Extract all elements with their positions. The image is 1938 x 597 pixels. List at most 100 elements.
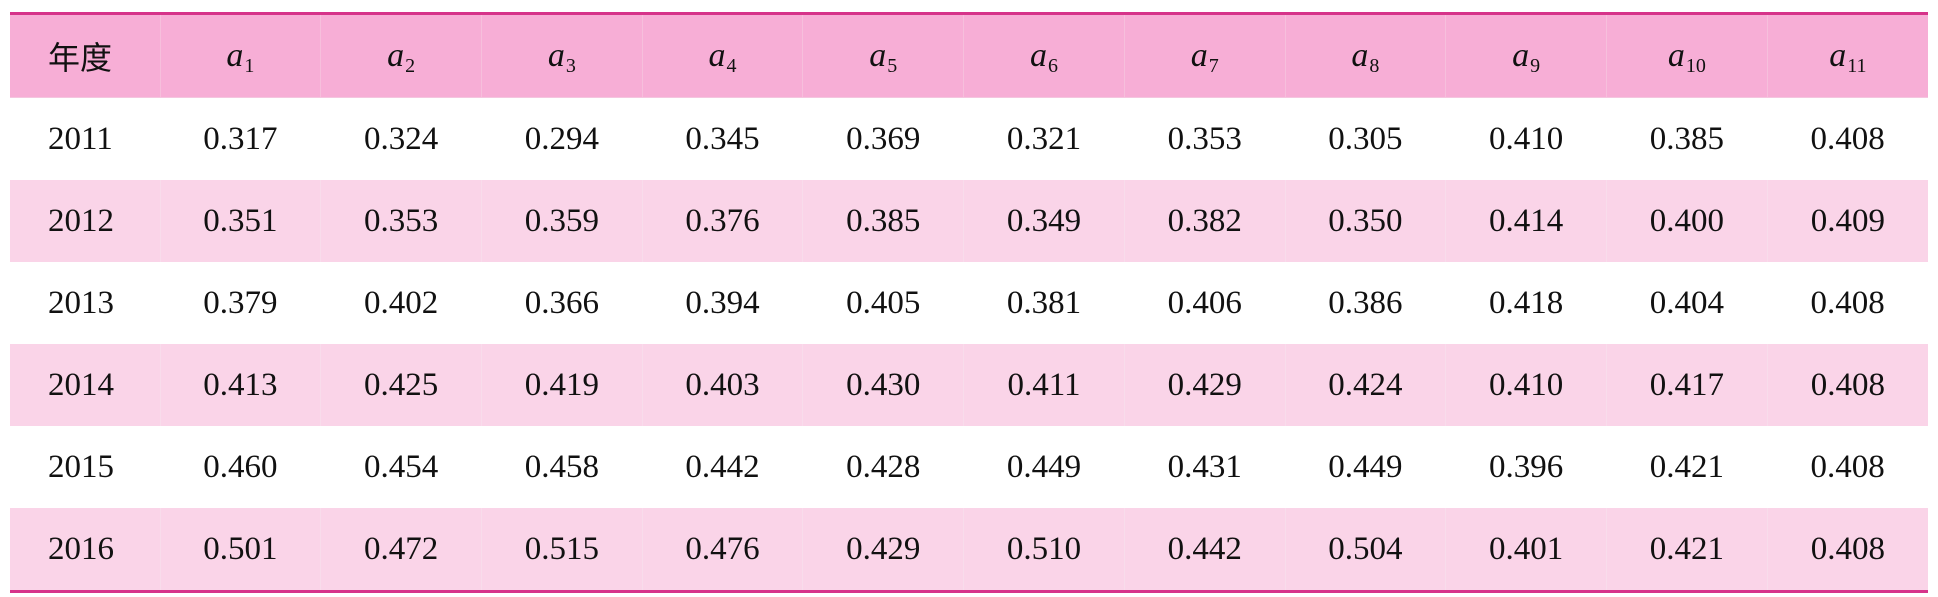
value-cell: 0.424: [1284, 344, 1446, 426]
value-cell: 0.408: [1766, 344, 1928, 426]
variable-symbol: a: [708, 37, 726, 74]
value-cell: 0.353: [1167, 120, 1242, 157]
value-cell: 0.442: [685, 448, 760, 485]
value-cell: 0.353: [320, 180, 482, 262]
variable-subscript: 2: [405, 55, 416, 77]
value-cell: 0.442: [1123, 508, 1286, 590]
column-header-year: 年度: [10, 15, 161, 98]
value-cell: 0.385: [802, 180, 964, 262]
variable-symbol: a: [1029, 37, 1047, 74]
variable-symbol: a: [1351, 37, 1369, 74]
value-cell: 0.408: [1810, 448, 1885, 485]
year-cell: 2013: [48, 284, 114, 321]
table-row: 2013 0.379 0.402 0.366 0.394 0.405 0.381…: [10, 262, 1928, 344]
value-cell: 0.454: [363, 448, 439, 485]
variable-subscript: 3: [565, 55, 576, 77]
value-cell: 0.359: [480, 180, 643, 262]
variable-subscript: 7: [1208, 55, 1219, 77]
value-cell: 0.369: [846, 120, 921, 157]
value-cell: 0.421: [1606, 508, 1768, 590]
year-cell: 2016: [48, 530, 114, 567]
variable-symbol: a: [1512, 37, 1530, 74]
value-cell: 0.386: [1328, 284, 1403, 321]
value-cell: 0.305: [1328, 120, 1403, 157]
value-cell: 0.317: [203, 120, 278, 157]
table-row: 2016 0.501 0.472 0.515 0.476 0.429 0.510…: [10, 508, 1928, 590]
variable-symbol: a: [226, 37, 244, 74]
value-cell: 0.376: [641, 180, 803, 262]
table-header: 年度 a1 a2 a3 a4 a5 a6 a7 a8 a9 a10 a11: [10, 15, 1928, 98]
value-cell: 0.408: [1810, 284, 1885, 321]
column-header-a8: a8: [1284, 15, 1446, 98]
value-cell: 0.515: [480, 508, 643, 590]
variable-subscript: 10: [1685, 55, 1706, 77]
variable-subscript: 5: [887, 55, 898, 77]
value-cell: 0.403: [641, 344, 803, 426]
year-cell: 2011: [48, 120, 113, 157]
value-cell: 0.394: [685, 284, 760, 321]
value-cell: 0.381: [1006, 284, 1082, 321]
value-cell: 0.351: [159, 180, 321, 262]
value-cell: 0.476: [641, 508, 803, 590]
value-cell: 0.294: [524, 120, 599, 157]
data-table-container: 年度 a1 a2 a3 a4 a5 a6 a7 a8 a9 a10 a11 20…: [10, 12, 1928, 593]
variable-symbol: a: [1190, 37, 1208, 74]
value-cell: 0.410: [1489, 120, 1564, 157]
value-cell: 0.366: [524, 284, 599, 321]
table-row: 2012 0.351 0.353 0.359 0.376 0.385 0.349…: [10, 180, 1928, 262]
variable-subscript: 8: [1369, 55, 1380, 77]
value-cell: 0.429: [802, 508, 964, 590]
value-cell: 0.449: [1328, 448, 1403, 485]
table-row: 2011 0.317 0.324 0.294 0.345 0.369 0.321…: [10, 97, 1928, 180]
value-cell: 0.321: [1006, 120, 1082, 157]
header-row: 年度 a1 a2 a3 a4 a5 a6 a7 a8 a9 a10 a11: [10, 15, 1928, 98]
value-cell: 0.419: [480, 344, 643, 426]
value-cell: 0.350: [1284, 180, 1446, 262]
variable-subscript: 1: [244, 55, 255, 77]
value-cell: 0.409: [1766, 180, 1928, 262]
column-header-a1: a1: [159, 15, 321, 98]
value-cell: 0.460: [203, 448, 278, 485]
column-header-a3: a3: [480, 15, 643, 98]
variable-symbol: a: [1829, 37, 1847, 74]
column-header-a6: a6: [963, 15, 1125, 98]
year-cell: 2014: [48, 366, 114, 403]
variable-subscript: 4: [726, 55, 737, 77]
value-cell: 0.413: [159, 344, 321, 426]
value-cell: 0.349: [963, 180, 1125, 262]
value-cell: 0.418: [1489, 284, 1564, 321]
variable-symbol: a: [1667, 37, 1685, 74]
table-body: 2011 0.317 0.324 0.294 0.345 0.369 0.321…: [10, 97, 1928, 590]
value-cell: 0.404: [1649, 284, 1724, 321]
value-cell: 0.345: [685, 120, 760, 157]
table-row: 2015 0.460 0.454 0.458 0.442 0.428 0.449…: [10, 426, 1928, 508]
value-cell: 0.396: [1489, 448, 1564, 485]
value-cell: 0.428: [846, 448, 921, 485]
value-cell: 0.411: [963, 344, 1125, 426]
value-cell: 0.414: [1445, 180, 1607, 262]
column-header-a5: a5: [802, 15, 964, 98]
column-header-a10: a10: [1606, 15, 1768, 98]
value-cell: 0.449: [1006, 448, 1082, 485]
value-cell: 0.406: [1167, 284, 1242, 321]
variable-subscript: 9: [1530, 55, 1541, 77]
column-header-a7: a7: [1123, 15, 1286, 98]
value-cell: 0.417: [1606, 344, 1768, 426]
value-cell: 0.425: [320, 344, 482, 426]
variable-symbol: a: [547, 37, 565, 74]
variable-subscript: 11: [1847, 55, 1867, 77]
value-cell: 0.402: [363, 284, 439, 321]
value-cell: 0.401: [1445, 508, 1607, 590]
variable-subscript: 6: [1047, 55, 1058, 77]
value-cell: 0.400: [1606, 180, 1768, 262]
year-cell: 2012: [48, 202, 114, 239]
value-cell: 0.408: [1766, 508, 1928, 590]
value-cell: 0.501: [159, 508, 321, 590]
value-cell: 0.385: [1649, 120, 1724, 157]
year-cell: 2015: [48, 448, 114, 485]
value-cell: 0.324: [363, 120, 439, 157]
variable-symbol: a: [387, 37, 405, 74]
variable-symbol: a: [869, 37, 887, 74]
value-cell: 0.431: [1167, 448, 1242, 485]
table-row: 2014 0.413 0.425 0.419 0.403 0.430 0.411…: [10, 344, 1928, 426]
